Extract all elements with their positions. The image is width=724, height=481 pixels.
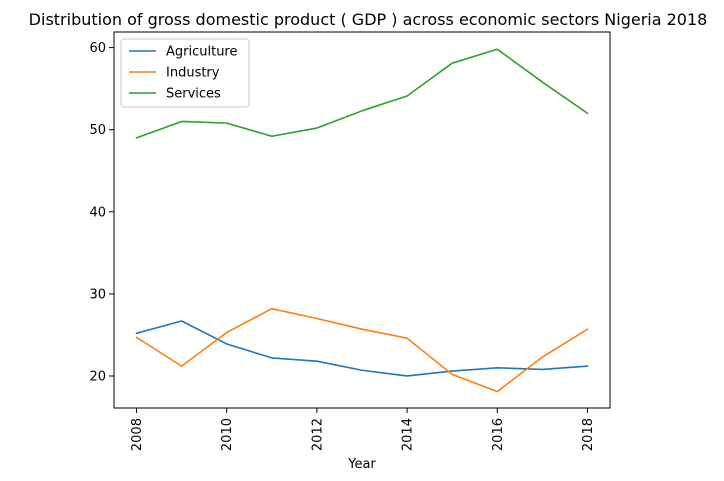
plot-area bbox=[113, 31, 611, 409]
y-tick-label: 30 bbox=[89, 287, 106, 302]
legend-entry: Services bbox=[166, 87, 221, 102]
y-tick-label: 20 bbox=[89, 369, 106, 384]
x-tick-label: 2008 bbox=[130, 418, 145, 451]
y-tick-label: 40 bbox=[89, 205, 106, 220]
x-tick-label: 2012 bbox=[310, 418, 325, 451]
x-tick-label: 2010 bbox=[220, 418, 235, 451]
y-tick-label: 50 bbox=[89, 123, 106, 138]
x-tick-label: 2014 bbox=[401, 418, 416, 451]
series-layer bbox=[135, 48, 589, 393]
legend: Agriculture Industry Services bbox=[120, 38, 250, 108]
plot-frame bbox=[113, 31, 611, 409]
series-line-services bbox=[135, 48, 589, 139]
legend-entry: Agriculture bbox=[166, 45, 238, 60]
legend-entry: Industry bbox=[166, 66, 220, 81]
x-axis-label: Year bbox=[347, 457, 376, 472]
y-axis: 20 30 40 50 60 bbox=[89, 41, 114, 384]
series-line-industry bbox=[135, 307, 589, 393]
y-tick-label: 60 bbox=[89, 41, 106, 56]
x-axis: 2008 2010 2012 2014 2016 2018 bbox=[130, 408, 596, 451]
series-line-agriculture bbox=[135, 320, 589, 377]
x-tick-label: 2018 bbox=[581, 418, 596, 451]
x-tick-label: 2016 bbox=[491, 418, 506, 451]
chart-title: Distribution of gross domestic product (… bbox=[29, 10, 708, 29]
legend-box bbox=[120, 38, 250, 108]
